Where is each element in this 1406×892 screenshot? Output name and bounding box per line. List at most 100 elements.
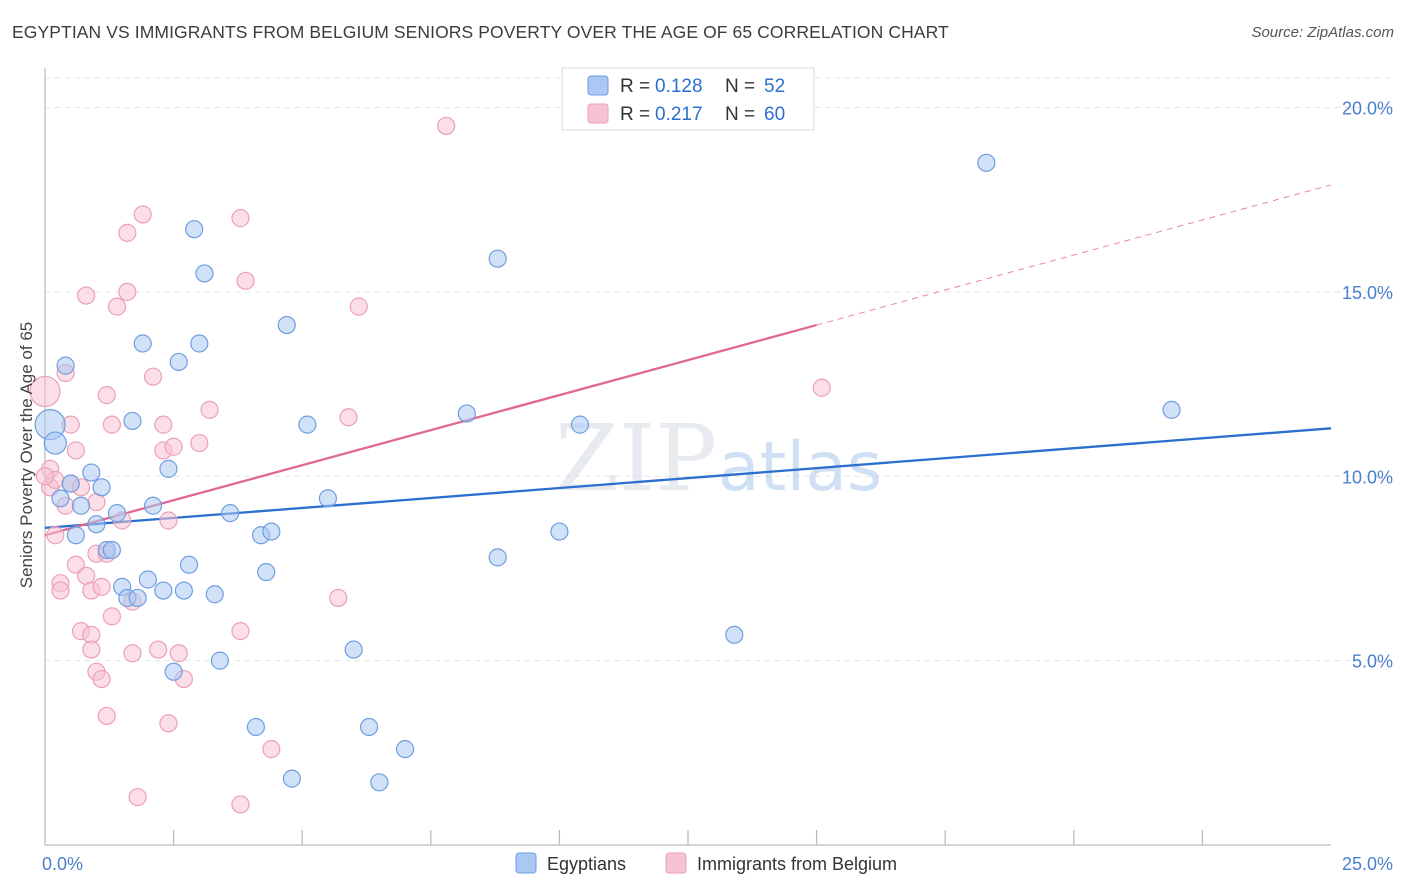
belgium-point xyxy=(349,297,368,316)
belgium-point xyxy=(35,467,55,486)
egyptians-point xyxy=(123,411,142,431)
belgium-point xyxy=(128,787,147,807)
egyptians-point xyxy=(262,522,281,541)
belgium-point xyxy=(262,740,281,759)
legend-swatch-belgium-bottom xyxy=(665,852,687,874)
egyptians-trend-line xyxy=(44,427,1332,530)
legend-swatch-egyptians-bottom xyxy=(515,852,537,874)
y-tick-label: 15.0% xyxy=(1342,283,1393,303)
egyptians-point xyxy=(82,463,101,482)
egyptians-point xyxy=(128,588,147,608)
x-tick-label: 0.0% xyxy=(42,854,83,874)
belgium-point xyxy=(437,116,456,136)
belgium-trend-line xyxy=(44,323,817,537)
watermark: ZIP atlas xyxy=(555,405,882,512)
y-tick-label: 10.0% xyxy=(1342,467,1393,487)
trend-lines xyxy=(44,184,1332,537)
egyptians-point xyxy=(56,356,75,375)
source-label: Source: ZipAtlas.com xyxy=(1251,24,1394,41)
egyptians-point xyxy=(185,220,204,239)
egyptians-point xyxy=(138,570,157,589)
egyptians-point xyxy=(174,581,193,600)
egyptians-point xyxy=(169,352,188,372)
egyptians-point xyxy=(550,522,569,541)
egyptians-point xyxy=(179,555,199,574)
belgium-point xyxy=(200,400,219,419)
egyptians-point xyxy=(159,459,178,478)
egyptians-point xyxy=(87,515,106,534)
egyptians-point xyxy=(154,581,173,600)
egyptians-point xyxy=(395,740,415,759)
data-points xyxy=(29,116,1181,814)
egyptians-point xyxy=(370,773,389,792)
egyptians-point xyxy=(133,334,152,353)
egyptians-point xyxy=(344,640,363,659)
axes xyxy=(44,68,1331,846)
belgium-trend-line-extension xyxy=(816,184,1332,326)
x-tick-label: 25.0% xyxy=(1342,854,1393,874)
legend-n-label-1: N = xyxy=(725,76,755,97)
belgium-point xyxy=(92,577,111,596)
belgium-point xyxy=(329,588,348,608)
belgium-point xyxy=(164,437,183,456)
belgium-point xyxy=(66,555,85,574)
series-legend: Egyptians Immigrants from Belgium xyxy=(515,852,897,874)
belgium-point xyxy=(231,622,250,641)
belgium-point xyxy=(97,386,116,405)
belgium-point xyxy=(123,644,142,663)
belgium-point xyxy=(339,408,358,427)
belgium-point xyxy=(82,640,101,659)
egyptians-point xyxy=(1162,400,1181,419)
belgium-point xyxy=(46,526,65,545)
egyptians-point xyxy=(246,717,266,737)
egyptians-point xyxy=(190,334,209,353)
legend-n-value-2: 60 xyxy=(764,104,785,125)
egyptians-point xyxy=(71,496,91,515)
belgium-point xyxy=(143,367,163,386)
egyptians-point xyxy=(92,478,111,497)
egyptians-point xyxy=(277,315,296,335)
belgium-point xyxy=(102,607,121,626)
belgium-point xyxy=(118,223,137,242)
belgium-point xyxy=(77,286,96,305)
egyptians-point xyxy=(282,769,302,788)
y-axis-label: Seniors Poverty Over the Age of 65 xyxy=(17,322,36,588)
belgium-point xyxy=(159,714,178,733)
egyptians-point xyxy=(210,651,229,670)
y-tick-label: 20.0% xyxy=(1342,99,1393,119)
egyptians-point xyxy=(488,249,507,268)
legend-r-value-2: 0.217 xyxy=(655,104,703,125)
egyptians-point xyxy=(257,563,276,582)
legend-r-value-1: 0.128 xyxy=(655,76,703,97)
egyptians-point xyxy=(205,585,224,604)
legend-egyptians-label: Egyptians xyxy=(547,854,626,874)
legend-r-label-2: R = xyxy=(620,104,650,125)
egyptians-point xyxy=(221,504,240,523)
belgium-point xyxy=(107,297,127,316)
egyptians-point xyxy=(43,431,67,455)
egyptians-point xyxy=(195,264,214,283)
belgium-point xyxy=(154,415,173,434)
egyptians-point xyxy=(977,153,996,172)
legend-swatch-egyptians xyxy=(587,75,609,96)
belgium-point xyxy=(66,441,85,460)
belgium-point xyxy=(51,581,70,600)
belgium-point xyxy=(169,644,188,663)
belgium-point xyxy=(190,433,209,453)
belgium-point xyxy=(149,640,168,659)
legend-swatch-belgium xyxy=(587,103,609,124)
chart-title: EGYPTIAN VS IMMIGRANTS FROM BELGIUM SENI… xyxy=(12,22,949,42)
egyptians-point xyxy=(66,526,85,545)
legend-n-value-1: 52 xyxy=(764,76,785,97)
legend-r-label-1: R = xyxy=(620,76,650,97)
stats-legend: R = 0.128 N = 52 R = 0.217 N = 60 xyxy=(561,67,815,131)
belgium-point xyxy=(133,205,152,224)
egyptians-point xyxy=(457,404,476,423)
y-tick-label: 5.0% xyxy=(1352,652,1393,672)
egyptians-point xyxy=(359,717,379,737)
legend-belgium-label: Immigrants from Belgium xyxy=(697,854,897,874)
legend-n-label-2: N = xyxy=(725,104,755,125)
belgium-point xyxy=(97,706,116,726)
belgium-point xyxy=(29,375,61,408)
